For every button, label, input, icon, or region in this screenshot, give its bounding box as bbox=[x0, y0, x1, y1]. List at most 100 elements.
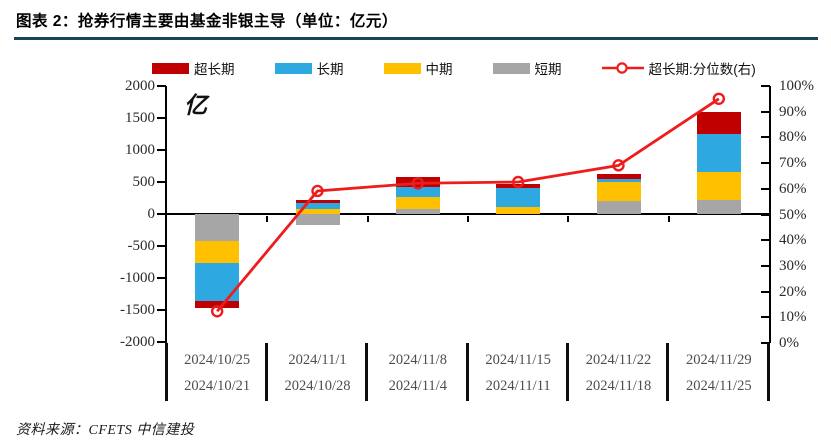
bar-segment-超长期 bbox=[696, 111, 741, 134]
right-axis-tick bbox=[761, 162, 770, 165]
x-axis-category: 2024/11/8 2024/11/4 bbox=[368, 343, 468, 405]
category-boundary-tick bbox=[266, 216, 269, 222]
right-axis-tick-label: 20% bbox=[779, 283, 807, 300]
x-axis-separator bbox=[565, 343, 569, 401]
bar-segment-超长期 bbox=[195, 301, 240, 309]
right-axis-tick-label: 70% bbox=[779, 155, 807, 172]
right-axis-tick-label: 90% bbox=[779, 103, 807, 120]
legend-swatch-icon bbox=[274, 62, 312, 74]
x-axis-separator bbox=[666, 343, 670, 401]
left-axis-tick-label: 0 bbox=[147, 206, 156, 222]
legend-item-5: 超长期:分位数(右) bbox=[601, 58, 756, 78]
line-point-marker bbox=[511, 175, 525, 189]
right-axis-tick bbox=[761, 110, 770, 113]
left-axis-tick-label: 500 bbox=[132, 174, 156, 190]
chart-legend: 超长期 长期 中期 短期 超长期:分位数(右) bbox=[152, 58, 756, 78]
left-axis-tick bbox=[157, 181, 166, 183]
bar-segment-长期 bbox=[295, 203, 340, 210]
bar-segment-长期 bbox=[395, 187, 440, 198]
x-axis-separator bbox=[465, 343, 469, 401]
x-axis-date-bottom: 2024/10/21 bbox=[184, 378, 251, 394]
right-axis-tick bbox=[761, 264, 770, 267]
left-axis-tick bbox=[157, 85, 166, 87]
legend-label: 超长期 bbox=[194, 62, 235, 77]
left-axis-line bbox=[165, 86, 167, 343]
bar-segment-中期 bbox=[395, 197, 440, 209]
x-axis-date-bottom: 2024/10/28 bbox=[284, 378, 351, 394]
bar-segment-短期 bbox=[295, 214, 340, 225]
left-axis-tick-label: -500 bbox=[127, 238, 156, 254]
right-axis-tick-label: 10% bbox=[779, 309, 807, 326]
bar-segment-超长期 bbox=[596, 174, 641, 179]
line-point-marker bbox=[210, 305, 224, 318]
line-point-marker bbox=[311, 184, 324, 198]
legend-label: 长期 bbox=[316, 62, 344, 77]
left-axis-tick bbox=[157, 213, 166, 215]
bar-segment-短期 bbox=[395, 209, 440, 214]
x-axis-date-top: 2024/11/15 bbox=[485, 352, 551, 368]
x-axis-date-bottom: 2024/11/11 bbox=[485, 378, 551, 394]
left-axis-tick-label: -1000 bbox=[120, 270, 155, 286]
x-axis-date-top: 2024/11/8 bbox=[388, 352, 447, 368]
left-axis-tick bbox=[157, 341, 166, 343]
right-axis-tick bbox=[761, 239, 770, 242]
x-axis-category: 2024/10/25 2024/10/21 bbox=[167, 343, 267, 405]
title-divider bbox=[14, 37, 818, 40]
x-axis-date-top: 2024/10/25 bbox=[184, 352, 251, 368]
left-axis-tick-label: 1500 bbox=[125, 110, 155, 126]
right-axis-line bbox=[769, 86, 771, 343]
zero-axis-line bbox=[167, 213, 769, 215]
legend-label: 短期 bbox=[534, 62, 562, 77]
category-boundary-tick bbox=[366, 216, 369, 222]
figure-title: 图表 2：抢券行情主要由基金非银主导（单位：亿元） bbox=[16, 13, 398, 30]
x-axis-date-bottom: 2024/11/4 bbox=[388, 378, 447, 394]
x-axis-category: 2024/11/22 2024/11/18 bbox=[568, 343, 668, 405]
left-axis-tick bbox=[157, 149, 166, 151]
right-axis-tick-label: 100% bbox=[779, 78, 814, 94]
legend-label: 中期 bbox=[425, 62, 453, 77]
right-axis-tick bbox=[761, 342, 770, 344]
line-point-marker bbox=[411, 177, 425, 190]
legend-item-1: 超长期 bbox=[152, 58, 235, 78]
x-axis-category: 2024/11/15 2024/11/11 bbox=[468, 343, 568, 405]
left-axis-tick-label: -2000 bbox=[120, 334, 155, 350]
bar-segment-长期 bbox=[696, 133, 741, 172]
bar-segment-超长期 bbox=[295, 200, 340, 204]
right-axis-tick-label: 30% bbox=[779, 257, 807, 274]
left-axis-tick bbox=[157, 277, 166, 279]
left-axis-tick-label: 2000 bbox=[125, 78, 155, 94]
line-point-marker bbox=[612, 159, 625, 172]
category-boundary-tick bbox=[567, 216, 570, 222]
bar-segment-中期 bbox=[295, 209, 340, 214]
left-axis-tick bbox=[157, 309, 166, 311]
left-axis-tick bbox=[157, 245, 166, 247]
plot-area bbox=[167, 86, 769, 343]
right-axis-tick-label: 0% bbox=[779, 335, 799, 351]
source-note: 资料来源：CFETS 中信建投 bbox=[16, 423, 195, 438]
x-axis-category: 2024/11/1 2024/10/28 bbox=[267, 343, 367, 405]
right-axis-tick bbox=[761, 136, 770, 139]
bar-segment-中期 bbox=[696, 172, 741, 201]
bar-segment-短期 bbox=[596, 201, 641, 214]
bar-segment-长期 bbox=[596, 178, 641, 182]
x-axis-separator bbox=[164, 343, 168, 401]
line-point-marker bbox=[712, 92, 726, 106]
x-axis-date-bottom: 2024/11/25 bbox=[686, 378, 752, 394]
left-axis-tick bbox=[157, 117, 166, 119]
bar-segment-长期 bbox=[496, 188, 541, 207]
legend-item-2: 长期 bbox=[274, 58, 344, 78]
x-axis-separator bbox=[264, 343, 268, 401]
bar-segment-中期 bbox=[496, 206, 541, 214]
x-axis-separator bbox=[365, 343, 369, 401]
right-axis-tick-label: 50% bbox=[779, 206, 807, 223]
right-axis-tick-label: 40% bbox=[779, 232, 807, 249]
legend-item-3: 中期 bbox=[383, 58, 453, 78]
x-axis-date-top: 2024/11/22 bbox=[585, 352, 652, 368]
right-axis-tick-label: 60% bbox=[779, 180, 807, 197]
left-axis-tick-label: 1000 bbox=[125, 142, 155, 158]
right-axis-tick bbox=[761, 316, 770, 319]
bar-segment-中期 bbox=[195, 240, 240, 264]
right-axis-tick bbox=[761, 187, 770, 190]
x-axis-date-top: 2024/11/1 bbox=[288, 352, 347, 368]
